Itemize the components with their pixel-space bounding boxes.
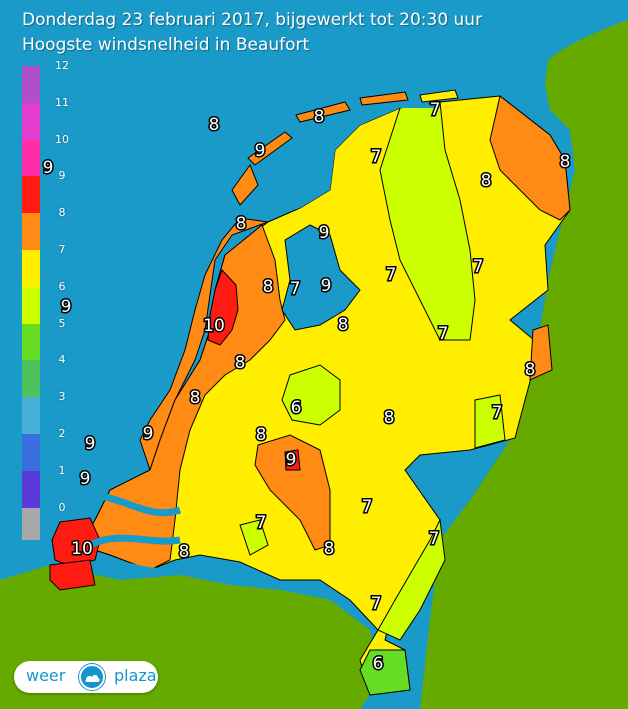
- map-value-label: 8: [560, 152, 571, 172]
- legend-swatch-8: [22, 213, 40, 250]
- legend-swatch-4: [22, 360, 40, 398]
- map-value-label: 6: [373, 654, 384, 674]
- legend-label-1: 1: [58, 463, 66, 477]
- waddenzee: [275, 100, 440, 215]
- beaufort-legend: 12 11 10 9 8 7 6 5 4 3 2 1 0: [22, 59, 69, 540]
- legend-swatch-10: [22, 139, 40, 177]
- map-value-label: 7: [371, 594, 382, 614]
- legend-swatch-7: [22, 250, 40, 287]
- map-value-label: 8: [190, 388, 201, 408]
- logo-left-text: weer: [26, 666, 66, 685]
- map-value-label: 6: [291, 398, 302, 418]
- map-value-label: 8: [236, 214, 247, 234]
- legend-swatch-5: [22, 323, 40, 361]
- central-bft8: [254, 434, 331, 551]
- map-value-label: 8: [263, 277, 274, 297]
- legend-label-9: 9: [58, 169, 66, 183]
- map-value-label: 9: [61, 297, 72, 317]
- ijsselmeer: [281, 224, 361, 331]
- map-value-label: 8: [256, 425, 267, 445]
- page-subtitle: Hoogste windsnelheid in Beaufort: [22, 35, 310, 55]
- legend-label-6: 6: [58, 279, 66, 293]
- legend-swatch-12: [22, 66, 40, 103]
- zeeland-bft9: [49, 559, 96, 591]
- map-value-label: 10: [203, 316, 225, 336]
- map-value-label: 8: [481, 171, 492, 191]
- map-value-label: 8: [179, 542, 190, 562]
- map-value-label: 8: [338, 315, 349, 335]
- texel: [231, 163, 259, 206]
- map-value-label: 7: [438, 324, 449, 344]
- map-value-label: 8: [324, 539, 335, 559]
- logo-right-text: plaza: [114, 666, 157, 685]
- map-value-label: 9: [43, 158, 54, 178]
- schiermonnikoog: [419, 89, 459, 103]
- legend-label-8: 8: [58, 206, 66, 220]
- map-value-label: 7: [492, 403, 503, 423]
- map-value-label: 7: [429, 529, 440, 549]
- map-value-label: 7: [256, 513, 267, 533]
- legend-swatch-1: [22, 470, 40, 508]
- map-value-label: 7: [473, 257, 484, 277]
- map-value-label: 7: [430, 100, 441, 120]
- map-value-label: 9: [143, 424, 154, 444]
- map-value-label: 8: [235, 353, 246, 373]
- map-value-label: 7: [290, 279, 301, 299]
- brabant-green: [239, 519, 269, 556]
- map-value-label: 8: [209, 115, 220, 135]
- map-value-label: 9: [321, 276, 332, 296]
- map-value-label: 9: [319, 223, 330, 243]
- legend-swatch-9: [22, 176, 40, 214]
- legend-swatch-3: [22, 397, 40, 434]
- map-value-label: 9: [255, 141, 266, 161]
- map-value-label: 7: [386, 265, 397, 285]
- legend-label-0: 0: [58, 500, 66, 514]
- map-value-label: 7: [371, 147, 382, 167]
- groningen-bft8: [489, 95, 571, 221]
- map-value-label: 10: [71, 539, 93, 559]
- vlieland: [247, 131, 293, 166]
- germany-land: [420, 20, 628, 709]
- legend-swatch-2: [22, 434, 40, 471]
- limburg-bft6: [359, 649, 411, 696]
- limburg-bft7: [377, 518, 446, 641]
- legend-label-5: 5: [58, 316, 66, 330]
- twente-bft8: [529, 324, 553, 381]
- legend-swatch-11: [22, 102, 40, 140]
- map-value-label: 8: [525, 360, 536, 380]
- legend-label-11: 11: [55, 95, 69, 109]
- legend-swatch-0: [22, 507, 40, 540]
- map-value-label: 9: [286, 450, 297, 470]
- legend-label-12: 12: [55, 59, 69, 72]
- terschelling: [295, 101, 351, 123]
- legend-label-7: 7: [58, 243, 66, 256]
- legend-label-3: 3: [58, 390, 66, 404]
- map-value-label: 8: [384, 408, 395, 428]
- page-title: Donderdag 23 februari 2017, bijgewerkt t…: [22, 10, 483, 30]
- legend-swatch-6: [22, 286, 40, 324]
- zeeland-waters: [88, 491, 182, 575]
- ameland: [359, 91, 409, 106]
- map-value-label: 8: [314, 107, 325, 127]
- map-value-label: 7: [362, 497, 373, 517]
- weerplaza-logo[interactable]: weer plaza: [14, 661, 158, 693]
- map-value-label: 9: [85, 434, 96, 454]
- achterhoek-bft7: [474, 394, 506, 449]
- coastal-bft10: [207, 269, 239, 346]
- green-corridor: [379, 101, 476, 341]
- map-value-label: 9: [80, 469, 91, 489]
- legend-label-4: 4: [58, 353, 66, 367]
- cloud-sun-icon: [78, 663, 106, 691]
- veluwe-bft6: [281, 364, 341, 426]
- central-bft9: [284, 449, 301, 471]
- legend-label-2: 2: [58, 427, 66, 440]
- legend-label-10: 10: [55, 132, 69, 146]
